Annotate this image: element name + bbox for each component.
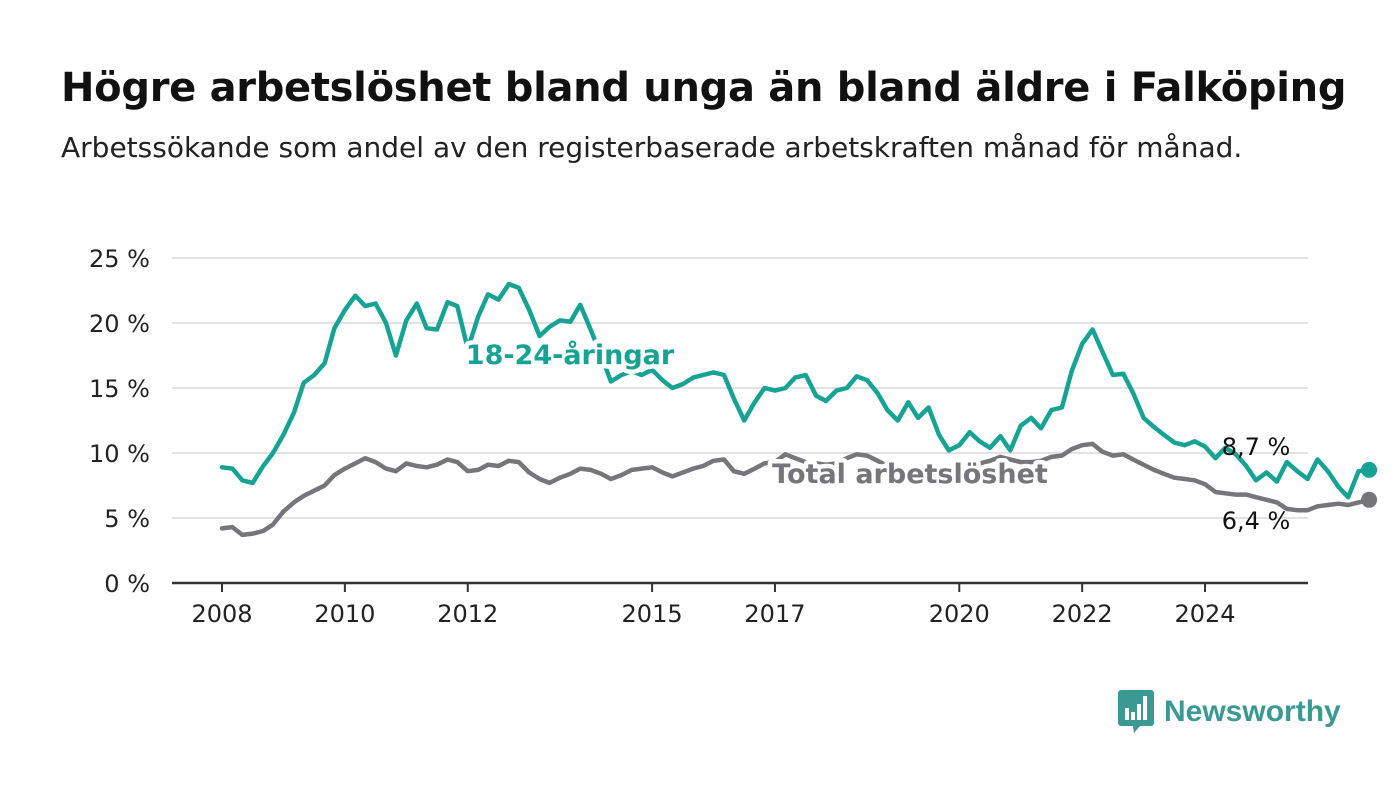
y-tick-label: 20 % — [89, 310, 150, 338]
y-tick-label: 0 % — [104, 570, 150, 598]
series-label-youth: 18-24-åringar — [466, 339, 675, 371]
series-label-total-halo: Total arbetslöshet — [772, 459, 1048, 490]
endpoint-dot-total — [1361, 491, 1378, 508]
y-tick-label: 5 % — [104, 505, 150, 533]
x-tick-label: 2017 — [744, 600, 805, 628]
endpoint-dot-youth — [1361, 461, 1378, 478]
x-tick-label: 2020 — [929, 600, 990, 628]
series-label-total: Total arbetslöshet — [772, 459, 1048, 490]
brand-logo: Newsworthy — [1118, 690, 1341, 734]
y-tick-label: 15 % — [89, 375, 150, 403]
x-tick-label: 2010 — [314, 600, 375, 628]
series-line-total — [219, 441, 1372, 538]
x-tick-label: 2008 — [191, 600, 252, 628]
x-tick-label: 2015 — [622, 600, 683, 628]
bar-chart-logo-icon — [1118, 690, 1154, 733]
chart-subtitle: Arbetssökande som andel av den registerb… — [61, 131, 1243, 164]
brand-name: Newsworthy — [1164, 695, 1341, 728]
end-label-youth: 8,7 % — [1222, 433, 1291, 461]
x-tick-label: 2024 — [1175, 600, 1236, 628]
series-line-youth — [219, 281, 1372, 500]
chart-title: Högre arbetslöshet bland unga än bland ä… — [61, 65, 1347, 111]
series-label-youth-halo: 18-24-åringar — [466, 339, 675, 371]
x-tick-label: 2012 — [437, 600, 498, 628]
y-tick-label: 25 % — [89, 245, 150, 273]
x-tick-label: 2022 — [1052, 600, 1113, 628]
y-tick-label: 10 % — [89, 440, 150, 468]
end-label-total: 6,4 % — [1222, 507, 1291, 535]
